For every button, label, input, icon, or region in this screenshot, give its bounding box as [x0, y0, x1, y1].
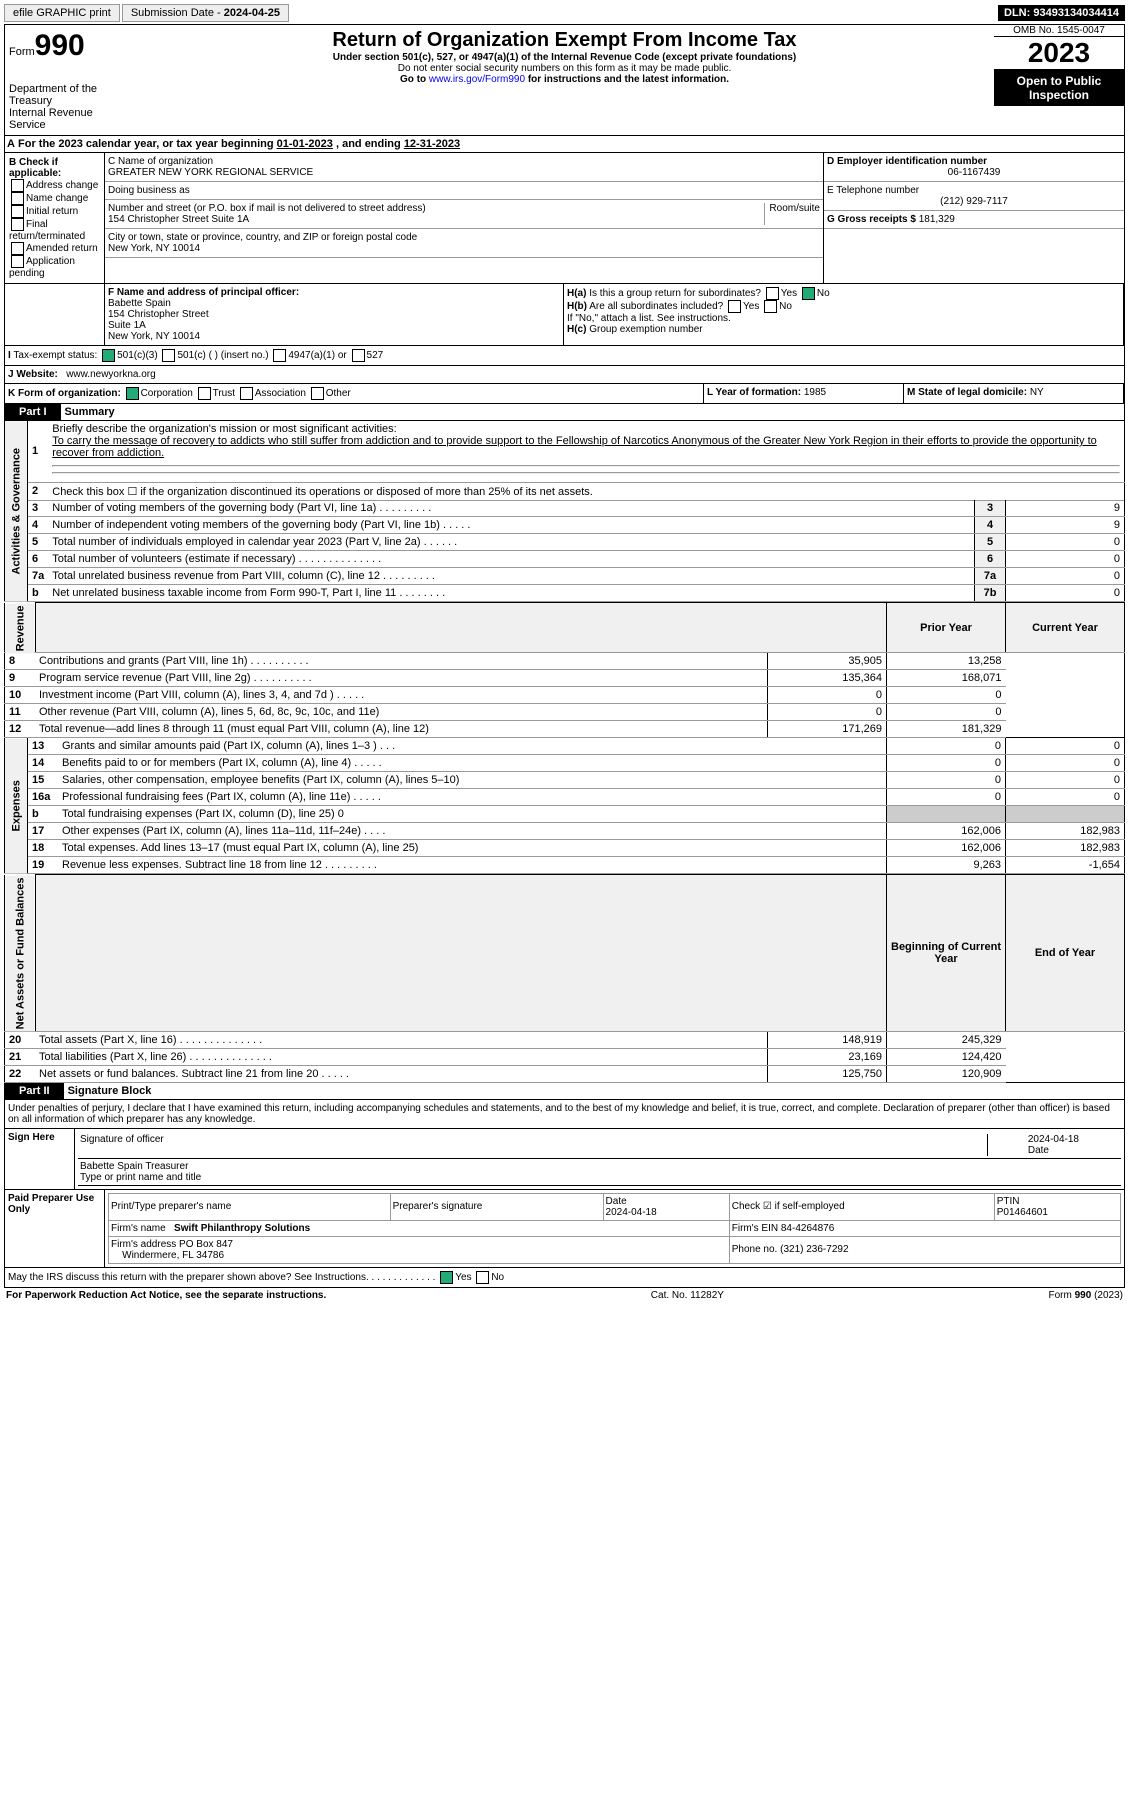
- tax-year: 2023: [994, 37, 1124, 70]
- public-inspection: Open to Public Inspection: [994, 70, 1124, 106]
- subtitle2: Do not enter social security numbers on …: [139, 63, 990, 74]
- section-d: D Employer identification number06-11674…: [824, 153, 1124, 283]
- section-b: B Check if applicable: Address change Na…: [5, 153, 105, 283]
- header-body: B Check if applicable: Address change Na…: [4, 153, 1125, 284]
- section-h: H(a) Is this a group return for subordin…: [564, 284, 1124, 345]
- omb-number: OMB No. 1545-0047: [994, 25, 1124, 37]
- rev-label: Revenue: [5, 603, 36, 653]
- section-c: C Name of organizationGREATER NEW YORK R…: [105, 153, 824, 283]
- form-label: Form: [9, 46, 35, 58]
- section-i: I Tax-exempt status: 501(c)(3) 501(c) ( …: [4, 346, 1125, 366]
- expenses-table: Expenses Expenses13Grants and similar am…: [4, 738, 1125, 874]
- footer: For Paperwork Reduction Act Notice, see …: [4, 1288, 1125, 1303]
- irs: Internal Revenue Service: [9, 107, 131, 131]
- part1-header: Part ISummary: [4, 404, 1125, 421]
- dept: Department of the Treasury: [9, 83, 131, 107]
- dln: DLN: 93493134034414: [998, 5, 1125, 21]
- net-assets-table: Net Assets or Fund Balances Beginning of…: [4, 874, 1125, 1082]
- section-m: M State of legal domicile: NY: [904, 384, 1124, 403]
- part2-header: Part IISignature Block: [4, 1083, 1125, 1100]
- discuss-row: May the IRS discuss this return with the…: [4, 1268, 1125, 1288]
- revenue-table: Revenue Prior YearCurrent Year 8Contribu…: [4, 602, 1125, 738]
- sign-block: Sign Here Signature of officer2024-04-18…: [4, 1129, 1125, 1190]
- preparer-block: Paid Preparer Use Only Print/Type prepar…: [4, 1190, 1125, 1268]
- section-k-l-m: K Form of organization: Corporation Trus…: [4, 384, 1125, 404]
- section-j: J Website: www.newyorkna.org: [4, 366, 1125, 384]
- top-bar: efile GRAPHIC print Submission Date - 20…: [4, 4, 1125, 22]
- section-f-h: F Name and address of principal officer:…: [4, 284, 1125, 346]
- form-header: Form990 Department of the Treasury Inter…: [4, 24, 1125, 136]
- subtitle1: Under section 501(c), 527, or 4947(a)(1)…: [139, 52, 990, 63]
- part1-table: Activities & Governance 1Briefly describ…: [4, 421, 1125, 602]
- form-number: 990: [35, 29, 85, 62]
- section-l: L Year of formation: 1985: [704, 384, 904, 403]
- section-f: F Name and address of principal officer:…: [105, 284, 564, 345]
- section-a: A For the 2023 calendar year, or tax yea…: [4, 136, 1125, 153]
- efile-button[interactable]: efile GRAPHIC print: [4, 4, 120, 22]
- section-k: K Form of organization: Corporation Trus…: [5, 384, 704, 403]
- irs-link[interactable]: www.irs.gov/Form990: [429, 74, 525, 85]
- perjury: Under penalties of perjury, I declare th…: [4, 1100, 1125, 1129]
- gov-label: Activities & Governance: [5, 421, 28, 602]
- submission-date: Submission Date - 2024-04-25: [122, 4, 289, 22]
- form-title: Return of Organization Exempt From Incom…: [139, 29, 990, 52]
- net-label: Net Assets or Fund Balances: [5, 875, 36, 1031]
